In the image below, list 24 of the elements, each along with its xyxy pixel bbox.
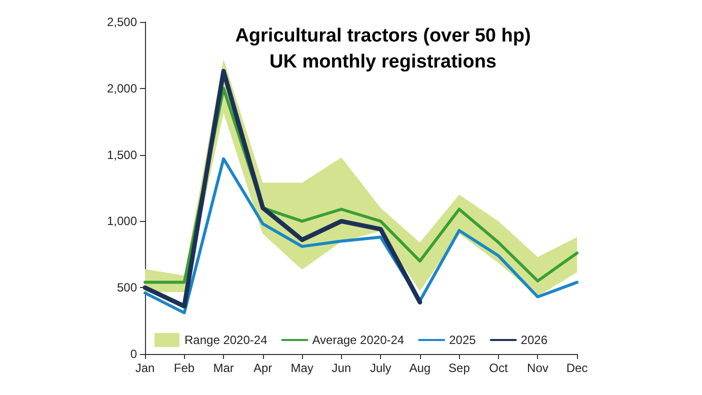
y-tick-label: 2,500 (106, 15, 138, 29)
line-series (144, 157, 578, 314)
text: Agricultural tractors (over 50 hp) UK monthly registrations (235, 26, 531, 72)
x-tick-label: Sep (448, 361, 470, 375)
y-tick-label: 2,000 (106, 81, 138, 96)
y-tick-label: 500 (116, 280, 138, 295)
x-tick-label: Jan (135, 361, 155, 375)
x-tick-label: Aug (409, 361, 431, 375)
legend-label: Range 2020-24 (184, 333, 268, 347)
y-tick-label: 0 (130, 347, 138, 361)
x-tick-label: Mar (213, 361, 234, 375)
x-tick-label: July (370, 361, 392, 375)
x-tick-label: May (290, 361, 314, 375)
x-tick-label: Apr (253, 361, 272, 375)
legend-label: 2025 (449, 333, 476, 347)
legend-label: 2026 (520, 333, 548, 347)
x-tick-label: Nov (527, 361, 548, 375)
y-tick-label: 1,500 (106, 148, 138, 162)
y-tick-label: 1,000 (106, 214, 138, 228)
x-tick-label: Jun (332, 361, 352, 375)
x-tick-label: Feb (174, 361, 195, 375)
legend-label: Average 2020-24 (312, 333, 404, 347)
x-tick-label: Dec (566, 361, 588, 375)
x-tick-label: Oct (489, 361, 508, 375)
